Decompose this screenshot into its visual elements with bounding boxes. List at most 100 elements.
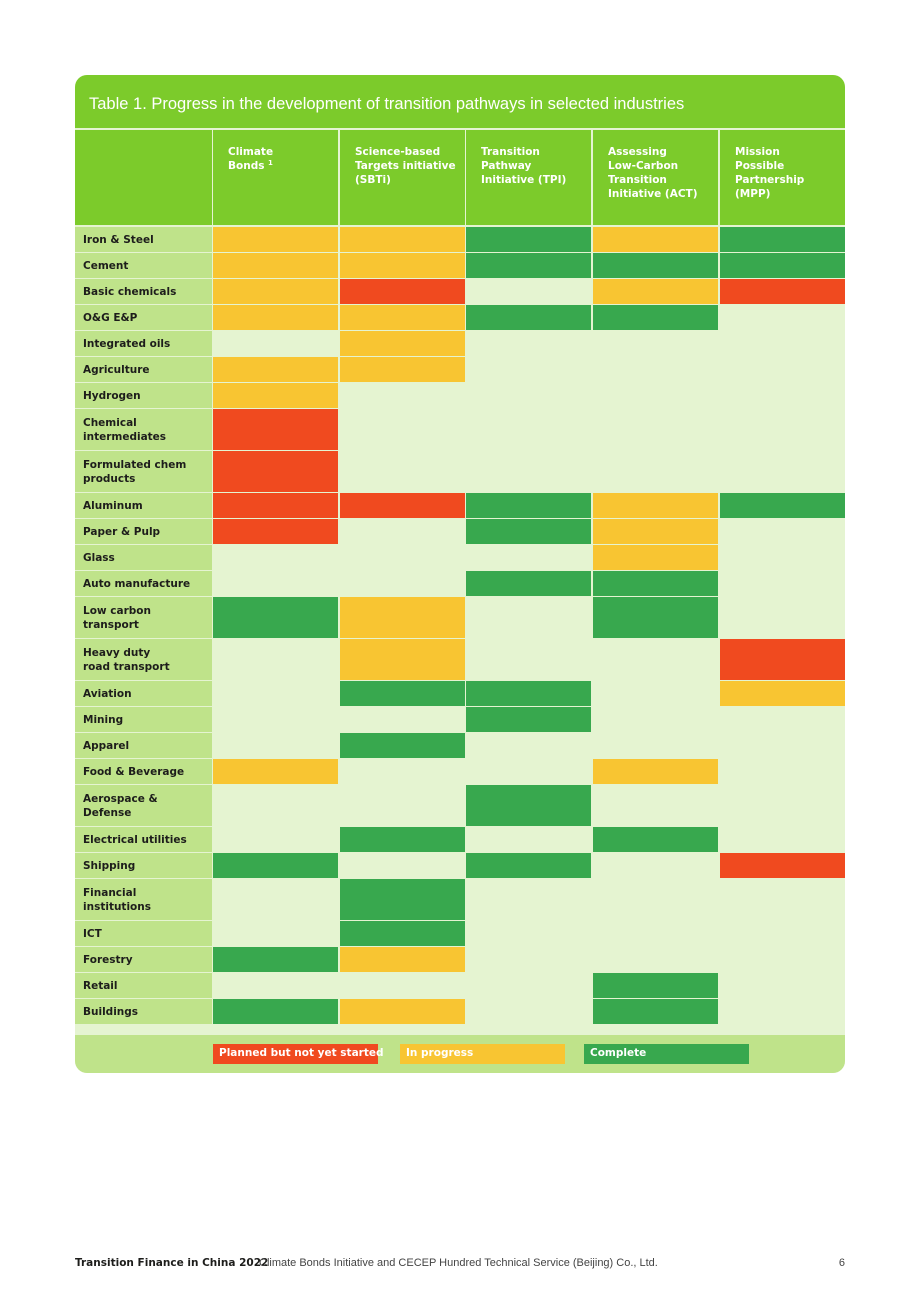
status-cell-planned bbox=[720, 279, 845, 304]
page-number: 6 bbox=[838, 1257, 845, 1269]
status-cell-planned bbox=[213, 451, 338, 492]
status-cell-in-progress bbox=[720, 681, 845, 706]
status-cell-none bbox=[466, 921, 591, 946]
row-label: Electrical utilities bbox=[83, 833, 187, 846]
status-cell-none bbox=[593, 409, 718, 450]
status-cell-complete bbox=[466, 785, 591, 826]
page-footer: Transition Finance in China 2022 Climate… bbox=[75, 1257, 845, 1273]
column-header-label: Climate Bonds bbox=[228, 146, 274, 172]
status-cell-none bbox=[720, 947, 845, 972]
status-cell-in-progress bbox=[340, 227, 465, 252]
status-cell-none bbox=[340, 759, 465, 784]
row-label: Cement bbox=[83, 259, 129, 272]
status-cell-none bbox=[213, 707, 338, 732]
legend-in-progress-label: In progress bbox=[406, 1047, 474, 1059]
row-label-cell: Agriculture bbox=[75, 357, 212, 382]
status-cell-in-progress bbox=[340, 999, 465, 1024]
row-label: Mining bbox=[83, 713, 124, 726]
status-cell-complete bbox=[466, 227, 591, 252]
row-label: Food & Beverage bbox=[83, 765, 185, 778]
row-label-cell: Basic chemicals bbox=[75, 279, 212, 304]
status-cell-complete bbox=[593, 571, 718, 596]
progress-table: Table 1. Progress in the development of … bbox=[75, 75, 845, 1073]
status-cell-complete bbox=[340, 879, 465, 920]
row-label-cell: Apparel bbox=[75, 733, 212, 758]
status-cell-none bbox=[466, 451, 591, 492]
status-cell-in-progress bbox=[340, 357, 465, 382]
row-label-cell: Cement bbox=[75, 253, 212, 278]
status-cell-none bbox=[720, 519, 845, 544]
status-cell-in-progress bbox=[340, 305, 465, 330]
row-label: Aviation bbox=[83, 687, 132, 700]
status-cell-none bbox=[466, 409, 591, 450]
publication-title: Transition Finance in China 2022 bbox=[75, 1257, 269, 1269]
row-label-cell: Glass bbox=[75, 545, 212, 570]
row-label-cell: Aviation bbox=[75, 681, 212, 706]
status-cell-complete bbox=[593, 973, 718, 998]
row-label-cell: ICT bbox=[75, 921, 212, 946]
status-cell-in-progress bbox=[213, 759, 338, 784]
status-cell-none bbox=[593, 947, 718, 972]
status-cell-complete bbox=[340, 733, 465, 758]
status-cell-none bbox=[466, 733, 591, 758]
status-cell-complete bbox=[593, 999, 718, 1024]
status-cell-none bbox=[466, 357, 591, 382]
status-cell-in-progress bbox=[340, 597, 465, 638]
row-label-cell: Hydrogen bbox=[75, 383, 212, 408]
status-cell-in-progress bbox=[213, 279, 338, 304]
status-cell-complete bbox=[466, 493, 591, 518]
status-cell-complete bbox=[593, 305, 718, 330]
row-label-cell: Low carbon transport bbox=[75, 597, 212, 638]
status-cell-complete bbox=[213, 597, 338, 638]
legend-in-progress: In progress bbox=[400, 1044, 565, 1064]
status-cell-complete bbox=[720, 227, 845, 252]
status-cell-complete bbox=[593, 597, 718, 638]
row-label: Buildings bbox=[83, 1005, 139, 1018]
status-cell-complete bbox=[340, 681, 465, 706]
status-cell-none bbox=[720, 451, 845, 492]
row-label: Agriculture bbox=[83, 363, 150, 376]
row-label-cell: Food & Beverage bbox=[75, 759, 212, 784]
row-label-cell: Chemical intermediates bbox=[75, 409, 212, 450]
column-header-label: Science-based Targets initiative (SBTi) bbox=[355, 146, 456, 186]
status-cell-none bbox=[340, 409, 465, 450]
column-header-label: Transition Pathway Initiative (TPI) bbox=[481, 146, 567, 186]
status-cell-complete bbox=[466, 853, 591, 878]
status-cell-in-progress bbox=[593, 227, 718, 252]
status-cell-none bbox=[593, 853, 718, 878]
status-cell-none bbox=[466, 597, 591, 638]
row-label: O&G E&P bbox=[83, 311, 138, 324]
status-cell-complete bbox=[466, 571, 591, 596]
status-cell-none bbox=[466, 973, 591, 998]
status-cell-in-progress bbox=[593, 759, 718, 784]
status-cell-none bbox=[720, 999, 845, 1024]
legend-complete-label: Complete bbox=[590, 1047, 647, 1059]
status-cell-complete bbox=[340, 827, 465, 852]
row-label: Aerospace & Defense bbox=[83, 792, 158, 819]
publication-authors: Climate Bonds Initiative and CECEP Hundr… bbox=[259, 1257, 658, 1269]
status-cell-none bbox=[466, 639, 591, 680]
row-label: Paper & Pulp bbox=[83, 525, 161, 538]
legend-planned-label: Planned but not yet started bbox=[219, 1047, 384, 1059]
status-cell-complete bbox=[593, 827, 718, 852]
status-cell-none bbox=[213, 571, 338, 596]
status-cell-none bbox=[593, 733, 718, 758]
status-cell-complete bbox=[213, 999, 338, 1024]
row-label-cell: Integrated oils bbox=[75, 331, 212, 356]
status-cell-none bbox=[593, 921, 718, 946]
status-cell-complete bbox=[466, 681, 591, 706]
status-cell-complete bbox=[466, 253, 591, 278]
column-header: Assessing Low-Carbon Transition Initiati… bbox=[593, 130, 718, 225]
status-cell-complete bbox=[720, 253, 845, 278]
status-cell-complete bbox=[340, 921, 465, 946]
status-cell-none bbox=[720, 733, 845, 758]
status-cell-none bbox=[466, 545, 591, 570]
row-label: Glass bbox=[83, 551, 115, 564]
status-cell-none bbox=[340, 785, 465, 826]
status-cell-none bbox=[593, 357, 718, 382]
status-cell-none bbox=[466, 999, 591, 1024]
status-cell-none bbox=[593, 451, 718, 492]
status-cell-none bbox=[593, 707, 718, 732]
status-cell-none bbox=[593, 879, 718, 920]
status-cell-none bbox=[213, 921, 338, 946]
